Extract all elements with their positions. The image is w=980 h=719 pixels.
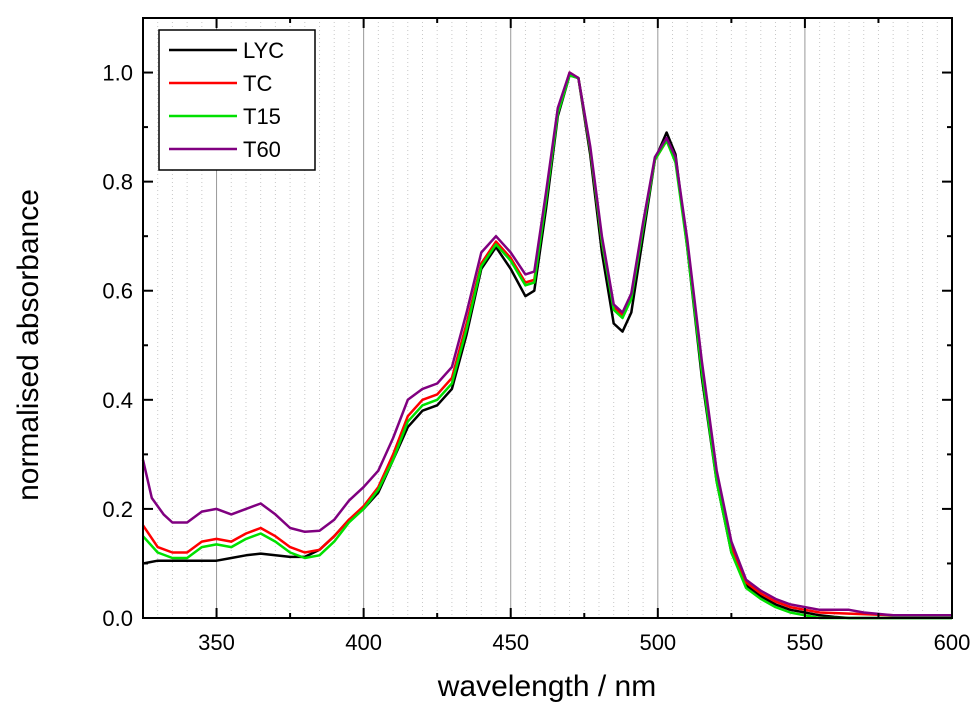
y-tick-label: 1.0 bbox=[102, 61, 133, 86]
series-line-tc bbox=[141, 71, 952, 617]
y-tick-label: 0.4 bbox=[102, 388, 133, 413]
legend-label-t15: T15 bbox=[243, 104, 281, 129]
x-tick-label: 600 bbox=[934, 630, 971, 655]
x-tick-label: 350 bbox=[198, 630, 235, 655]
y-tick-label: 0.8 bbox=[102, 170, 133, 195]
plot-frame bbox=[142, 17, 953, 619]
legend-label-tc: TC bbox=[243, 71, 272, 96]
x-tick-label: 400 bbox=[345, 630, 382, 655]
series-line-t60 bbox=[141, 71, 952, 617]
x-tick-label: 550 bbox=[787, 630, 824, 655]
x-axis-title: wavelength / nm bbox=[437, 670, 656, 703]
y-tick-label: 0.6 bbox=[102, 279, 133, 304]
series-layer bbox=[141, 71, 952, 620]
y-axis-title: normalised absorbance bbox=[12, 189, 45, 501]
axis-ticks bbox=[142, 17, 953, 619]
y-tick-label: 0.0 bbox=[102, 606, 133, 631]
series-line-t15 bbox=[142, 74, 952, 620]
x-tick-labels: 350 400 450 500 550 600 bbox=[198, 630, 970, 655]
y-tick-labels: 0.0 0.2 0.4 0.6 0.8 1.0 bbox=[102, 61, 133, 631]
legend-box bbox=[158, 29, 316, 171]
legend-label-t60: T60 bbox=[243, 137, 281, 162]
y-tick-label: 0.2 bbox=[102, 497, 133, 522]
x-tick-label: 500 bbox=[639, 630, 676, 655]
legend-label-lyc: LYC bbox=[243, 38, 284, 63]
x-tick-label: 450 bbox=[492, 630, 529, 655]
major-grid bbox=[216, 18, 806, 618]
legend: LYC TC T15 T60 bbox=[158, 29, 316, 171]
